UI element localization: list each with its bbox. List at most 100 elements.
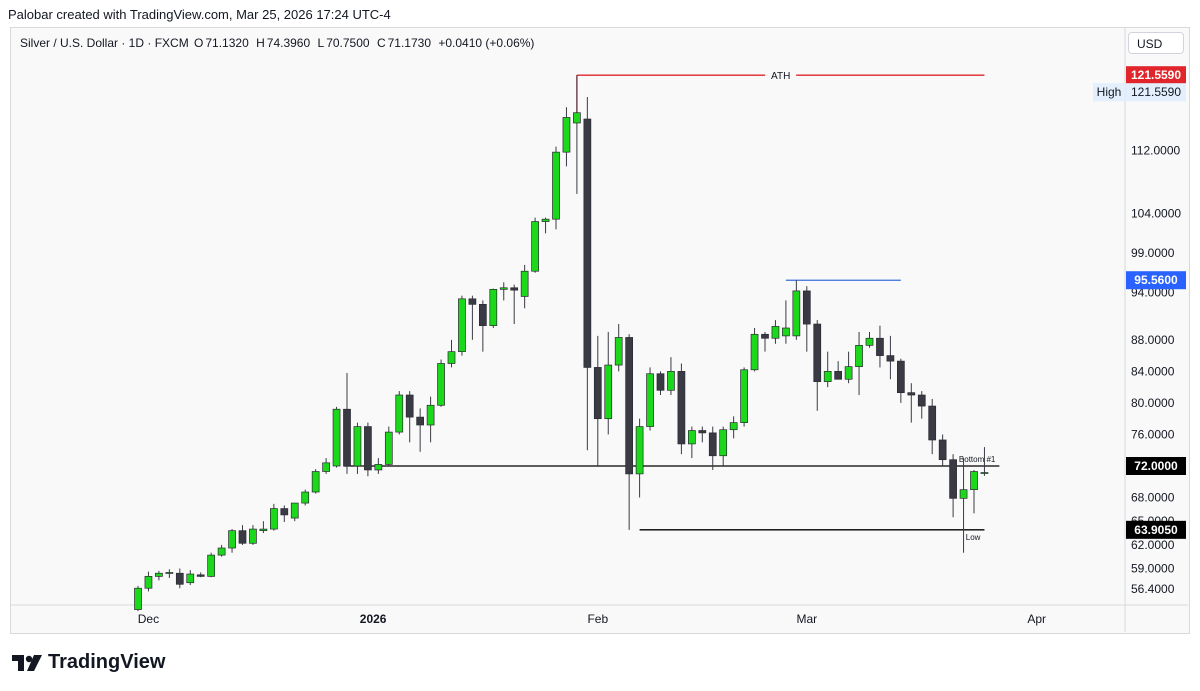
candle-body xyxy=(834,371,843,380)
candle-body xyxy=(823,371,832,382)
candle xyxy=(217,544,226,557)
candle xyxy=(416,408,424,452)
candle-body xyxy=(437,363,445,406)
y-tick-label: 68.0000 xyxy=(1131,491,1175,505)
candle-body xyxy=(625,337,634,475)
candle-body xyxy=(677,371,686,445)
candle-body xyxy=(489,289,498,326)
candle-body xyxy=(322,462,330,472)
candle-body xyxy=(980,472,989,474)
candle-body xyxy=(635,426,644,475)
high-marker-value-bg xyxy=(1126,83,1186,102)
candle xyxy=(792,280,801,340)
candle-body xyxy=(520,270,529,297)
candle xyxy=(729,416,738,439)
candle-body xyxy=(604,364,613,420)
price-badge-label: 95.5600 xyxy=(1134,273,1178,287)
candle-body xyxy=(301,491,310,504)
candle xyxy=(907,383,916,423)
candle-body xyxy=(593,367,602,420)
candle xyxy=(196,572,205,578)
candle xyxy=(844,351,853,384)
candle-body xyxy=(395,394,404,433)
candle xyxy=(761,331,769,352)
currency-button[interactable]: USD xyxy=(1128,32,1184,54)
candle xyxy=(186,570,195,586)
price-badge-bg xyxy=(1126,457,1186,475)
candle-body xyxy=(583,118,592,368)
candle-body xyxy=(886,355,895,362)
candle-body xyxy=(479,303,487,326)
candle xyxy=(353,422,362,474)
candle-body xyxy=(729,422,738,431)
candle-body xyxy=(259,528,268,532)
candle-body xyxy=(782,327,790,337)
chart-credit: Palobar created with TradingView.com, Ma… xyxy=(8,7,391,22)
y-tick-label: 84.0000 xyxy=(1131,364,1175,378)
candle xyxy=(144,571,153,592)
x-tick-label: 2026 xyxy=(360,612,387,626)
candle xyxy=(520,264,529,309)
price-badge: 95.5600 xyxy=(1126,271,1186,290)
candle xyxy=(917,391,926,419)
candle-body xyxy=(646,373,654,427)
candle xyxy=(823,351,832,388)
y-tick-label: 76.0000 xyxy=(1131,427,1175,441)
candle xyxy=(479,300,487,352)
candle xyxy=(896,358,905,403)
candle xyxy=(750,328,759,372)
candle xyxy=(552,146,560,230)
price-badge-label: 63.9050 xyxy=(1134,523,1178,537)
candle xyxy=(165,569,174,578)
y-tick-label: 59.0000 xyxy=(1131,562,1175,576)
candle-body xyxy=(917,394,926,407)
candle-body xyxy=(510,287,519,291)
x-tick-label: Dec xyxy=(138,612,159,626)
candle-body xyxy=(719,429,728,457)
candle-body xyxy=(573,112,581,124)
candle-body xyxy=(761,333,769,339)
candle xyxy=(290,502,299,522)
candle-body xyxy=(552,151,560,220)
candle xyxy=(562,107,571,167)
candle-body xyxy=(270,508,278,530)
level-label: Bottom #1 xyxy=(959,455,996,464)
price-badge: 121.5590 xyxy=(1126,66,1186,85)
candle-body xyxy=(907,392,916,396)
candle xyxy=(667,357,675,396)
candle-body xyxy=(813,323,822,382)
brand-name: TradingView xyxy=(48,651,166,673)
candle xyxy=(343,372,351,474)
candle xyxy=(322,458,330,474)
candle xyxy=(959,458,968,553)
candle-body xyxy=(855,344,863,367)
candle-body xyxy=(938,439,947,461)
candle-body xyxy=(562,117,571,153)
candle xyxy=(698,426,707,443)
candle xyxy=(311,469,320,494)
price-badge-bg xyxy=(1126,271,1186,290)
candle-body xyxy=(144,576,153,589)
y-tick-label: 62.0000 xyxy=(1131,538,1175,552)
candle xyxy=(301,489,310,506)
candle-body xyxy=(280,508,289,516)
candle-body xyxy=(353,426,362,467)
candle-body xyxy=(332,408,341,467)
y-tick-label: 56.4000 xyxy=(1131,582,1175,596)
candle xyxy=(238,525,247,545)
candle-body xyxy=(426,404,435,426)
candle-body xyxy=(667,371,675,391)
candle xyxy=(332,406,341,468)
candle-body xyxy=(458,298,466,353)
level-label: Low xyxy=(966,533,981,542)
level-low: Low xyxy=(639,529,985,542)
candle-body xyxy=(186,573,195,584)
chart-frame[interactable] xyxy=(10,27,1190,634)
candle xyxy=(625,334,634,530)
tradingview-logo[interactable]: TradingView xyxy=(12,651,165,674)
candle-body xyxy=(708,432,717,457)
candle-body xyxy=(217,547,226,556)
candle-body xyxy=(541,218,550,222)
candle xyxy=(468,295,477,340)
